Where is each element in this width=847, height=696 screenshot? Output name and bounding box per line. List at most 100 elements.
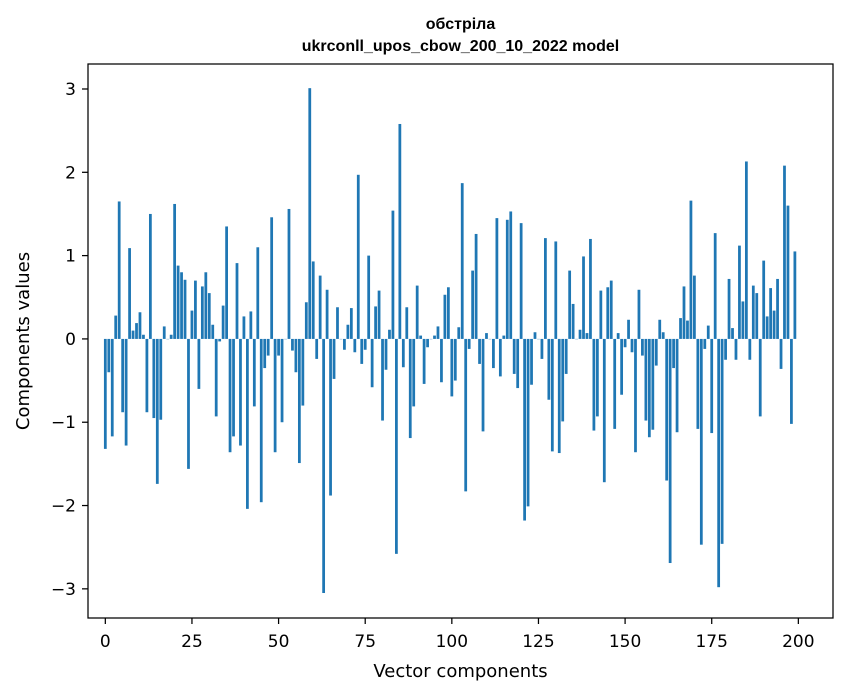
bar [786,205,790,339]
x-tick-label: 150 [609,632,641,652]
bar [599,290,603,339]
bar [353,338,357,353]
bar [595,338,599,417]
bar [343,338,346,350]
bar [748,338,752,360]
bar [155,338,159,484]
bar [446,287,450,339]
bar [783,165,786,339]
bar [415,285,419,339]
bar [630,338,634,353]
y-tick-label: −3 [51,580,76,600]
bar [322,338,326,594]
bar [703,338,707,349]
bar [204,272,208,339]
bar [637,289,641,339]
bar [259,338,263,503]
bar [304,302,308,339]
bar [699,338,703,545]
bar [256,247,260,339]
y-tick-label: −1 [51,413,76,433]
bar [301,338,305,406]
bar [561,338,565,422]
bar [474,233,478,339]
bar [651,338,655,430]
bar [467,338,471,349]
bar [142,334,145,339]
bar [187,338,190,469]
bar [124,338,128,446]
bar [481,338,485,432]
bar [277,338,280,356]
bar [498,338,502,377]
x-tick-label: 175 [695,632,727,652]
bar [744,161,748,339]
bar [374,306,377,339]
bar [384,338,388,370]
bar [547,338,551,400]
bar [765,316,769,339]
x-tick-label: 200 [782,632,814,652]
bar [578,329,582,339]
bar [724,338,727,360]
bar [242,316,246,339]
bar [738,245,741,339]
bar [713,233,717,339]
bar [173,203,177,339]
x-tick-label: 25 [181,632,203,652]
bar [225,226,228,339]
bar [751,285,755,339]
x-axis-ticks: 0 25 50 75 100 125 150 175 200 [100,618,815,652]
bar [162,326,166,339]
bar [135,323,138,339]
bar [772,310,776,339]
bar [568,270,572,339]
bar [544,238,547,339]
bar [246,338,249,509]
bar [381,338,384,421]
bar [395,338,398,554]
bar [200,286,204,339]
bar [329,338,332,496]
y-tick-label: 3 [65,80,76,100]
x-axis-label: Vector components [373,661,547,682]
bar [492,338,495,369]
bar [460,183,464,339]
bar [280,338,284,423]
bar [297,338,301,464]
bar [436,326,440,339]
bar [509,211,513,339]
chart-subtitle: ukrconll_upos_cbow_200_10_2022 model [302,38,619,55]
bar [634,338,637,453]
bar [426,338,429,348]
bar [571,303,575,339]
bar [658,319,662,339]
bar [779,338,783,369]
x-tick-label: 100 [436,632,468,652]
bar [585,333,589,339]
bar [291,338,294,351]
bar [606,287,610,339]
bar [440,338,443,383]
x-tick-label: 0 [100,632,111,652]
bar [218,338,222,342]
bar [194,280,197,339]
bar [478,338,481,364]
x-tick-label: 75 [354,632,376,652]
bar [464,338,468,492]
bar [183,279,187,339]
bar [318,275,322,339]
bar [731,328,734,339]
bar [412,338,416,407]
bar [252,338,256,407]
bar [107,338,111,373]
bar [308,88,312,339]
bars-group [103,88,797,594]
bar [665,338,669,481]
bar [346,324,350,339]
bar [270,217,274,339]
bar [232,338,235,437]
bar [311,261,315,339]
bar [734,338,738,360]
